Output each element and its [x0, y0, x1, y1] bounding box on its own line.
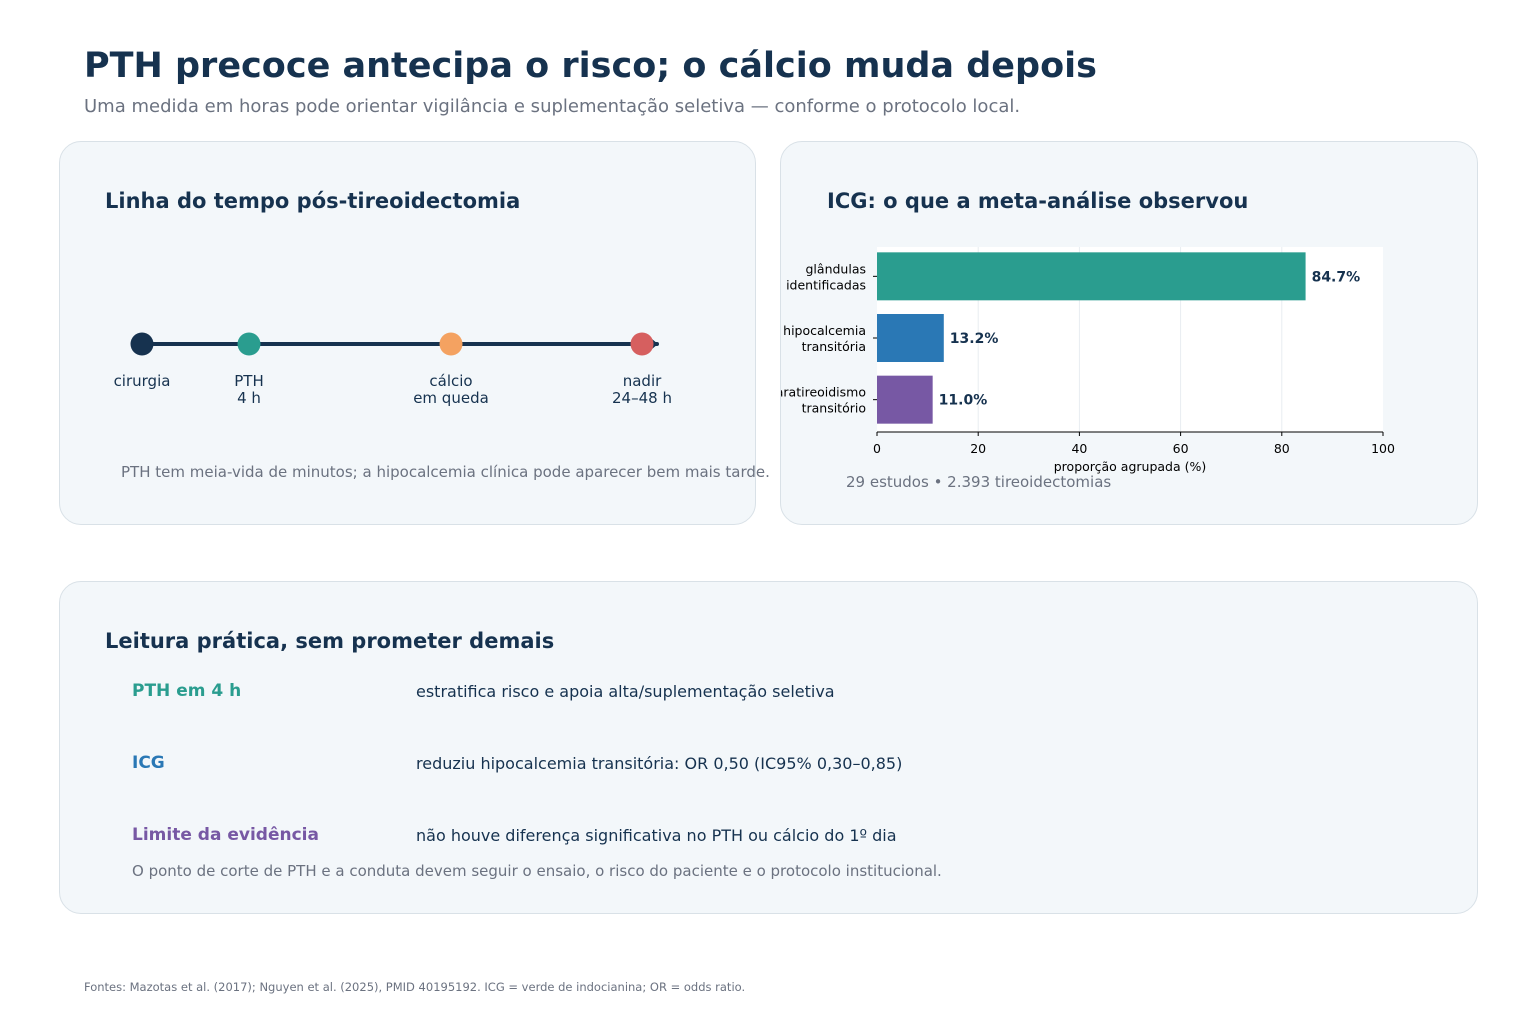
timeline-label-2-line-0: cálcio	[429, 372, 473, 390]
practice-row-key-limit: Limite da evidência	[132, 825, 319, 845]
practice-row-key-icg: ICG	[132, 753, 165, 773]
x-tick-label-2: 40	[1071, 441, 1087, 456]
category-label-1-1: transitória	[802, 339, 866, 354]
icg-title: ICG: o que a meta-análise observou	[827, 189, 1249, 213]
timeline-note: PTH tem meia-vida de minutos; a hipocalc…	[121, 463, 770, 481]
x-tick-label-1: 20	[970, 441, 986, 456]
category-label-0-1: identificadas	[786, 277, 866, 292]
practice-note: O ponto de corte de PTH e a conduta deve…	[132, 862, 942, 880]
category-label-2-0: hipoparatireoidismo	[781, 385, 866, 400]
practice-row-value-icg: reduziu hipocalcemia transitória: OR 0,5…	[416, 754, 903, 773]
bar-value-label-2: 11.0%	[939, 393, 988, 409]
bar-value-label-0: 84.7%	[1312, 269, 1361, 285]
practice-card: Leitura prática, sem prometer demais PTH…	[59, 581, 1478, 914]
timeline-label-3-line-0: nadir	[622, 372, 662, 390]
timeline-dot-3	[630, 332, 654, 356]
page-subtitle: Uma medida em horas pode orientar vigilâ…	[84, 96, 1021, 117]
page-title: PTH precoce antecipa o risco; o cálcio m…	[84, 46, 1097, 86]
icg-study-note: 29 estudos • 2.393 tireoidectomias	[846, 473, 1112, 491]
practice-row-key-pth: PTH em 4 h	[132, 681, 242, 701]
practice-title: Leitura prática, sem prometer demais	[105, 629, 555, 653]
timeline-card: Linha do tempo pós-tireoidectomia cirurg…	[59, 141, 770, 525]
sources-footnote: Fontes: Mazotas et al. (2017); Nguyen et…	[84, 980, 746, 994]
timeline-label-3: nadir 24–48 h	[582, 373, 702, 407]
timeline-dot-1	[237, 332, 261, 356]
x-tick-label-4: 80	[1274, 441, 1290, 456]
x-tick-label-3: 60	[1173, 441, 1189, 456]
practice-row-value-limit: não houve diferença significativa no PTH…	[416, 826, 897, 845]
timeline-dot-0	[130, 332, 154, 356]
timeline-arrow-icon	[652, 339, 658, 349]
bar-2	[877, 375, 933, 424]
x-axis-label: proporção agrupada (%)	[1054, 459, 1207, 474]
timeline-dot-2	[439, 332, 463, 356]
timeline-label-0: cirurgia	[82, 373, 202, 390]
timeline-label-2-line-1: em queda	[413, 389, 489, 407]
x-tick-label-0: 0	[873, 441, 881, 456]
icg-card: ICG: o que a meta-análise observou 84.7%…	[780, 141, 1478, 525]
bar-value-label-1: 13.2%	[950, 331, 999, 347]
category-label-1-0: hipocalcemia	[783, 323, 866, 338]
timeline-label-1-line-1: 4 h	[237, 389, 261, 407]
practice-row-value-pth: estratifica risco e apoia alta/suplement…	[416, 682, 835, 701]
bar-0	[877, 252, 1306, 301]
category-label-2-1: transitório	[802, 401, 866, 416]
bar-1	[877, 314, 944, 362]
timeline-label-0-line-0: cirurgia	[113, 372, 171, 390]
timeline-label-1: PTH 4 h	[189, 373, 309, 407]
timeline-label-3-line-1: 24–48 h	[612, 389, 672, 407]
timeline-label-1-line-0: PTH	[234, 372, 264, 390]
x-tick-label-5: 100	[1371, 441, 1395, 456]
timeline-label-2: cálcio em queda	[391, 373, 511, 407]
timeline-title: Linha do tempo pós-tireoidectomia	[105, 189, 521, 213]
category-label-0-0: glândulas	[806, 261, 867, 276]
timeline-graphic	[130, 332, 659, 356]
